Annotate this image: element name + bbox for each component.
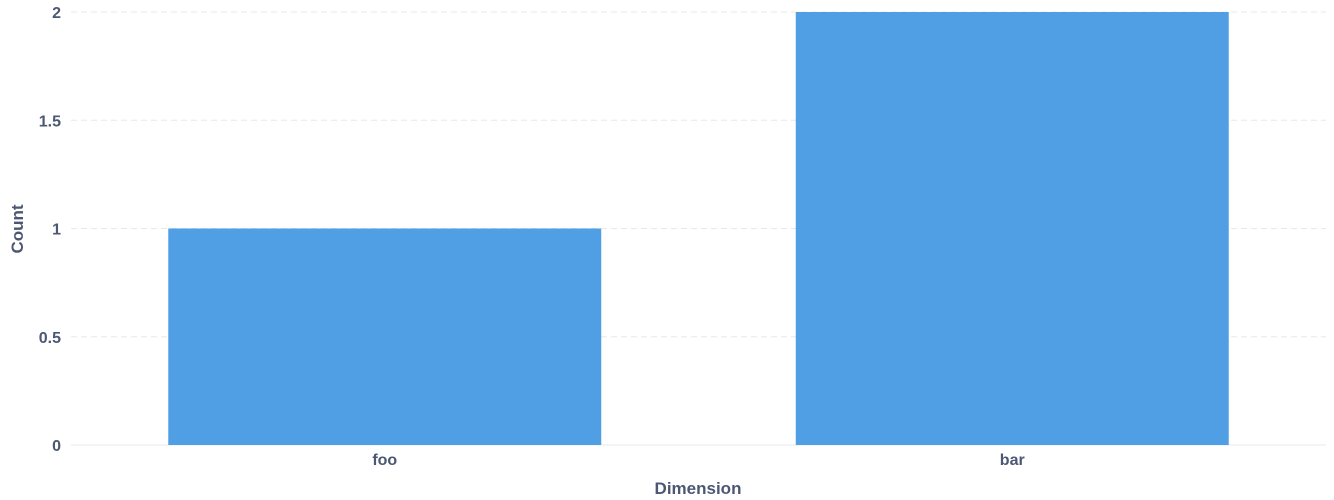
y-axis-ticks: 0 0.5 1 1.5 2 <box>39 5 61 455</box>
y-tick-label: 1.5 <box>39 113 61 130</box>
y-axis-title: Count <box>8 204 27 253</box>
x-tick-label: bar <box>1000 452 1025 469</box>
bars-layer <box>168 12 1229 446</box>
x-axis-title: Dimension <box>655 479 742 498</box>
bar-bar[interactable] <box>795 12 1229 445</box>
bar-foo[interactable] <box>168 228 602 446</box>
x-axis-ticks: foo bar <box>372 452 1024 469</box>
y-tick-label: 2 <box>52 5 61 22</box>
y-tick-label: 1 <box>52 222 61 239</box>
x-tick-label: foo <box>372 452 397 469</box>
y-tick-label: 0 <box>52 438 61 455</box>
y-tick-label: 0.5 <box>39 330 61 347</box>
